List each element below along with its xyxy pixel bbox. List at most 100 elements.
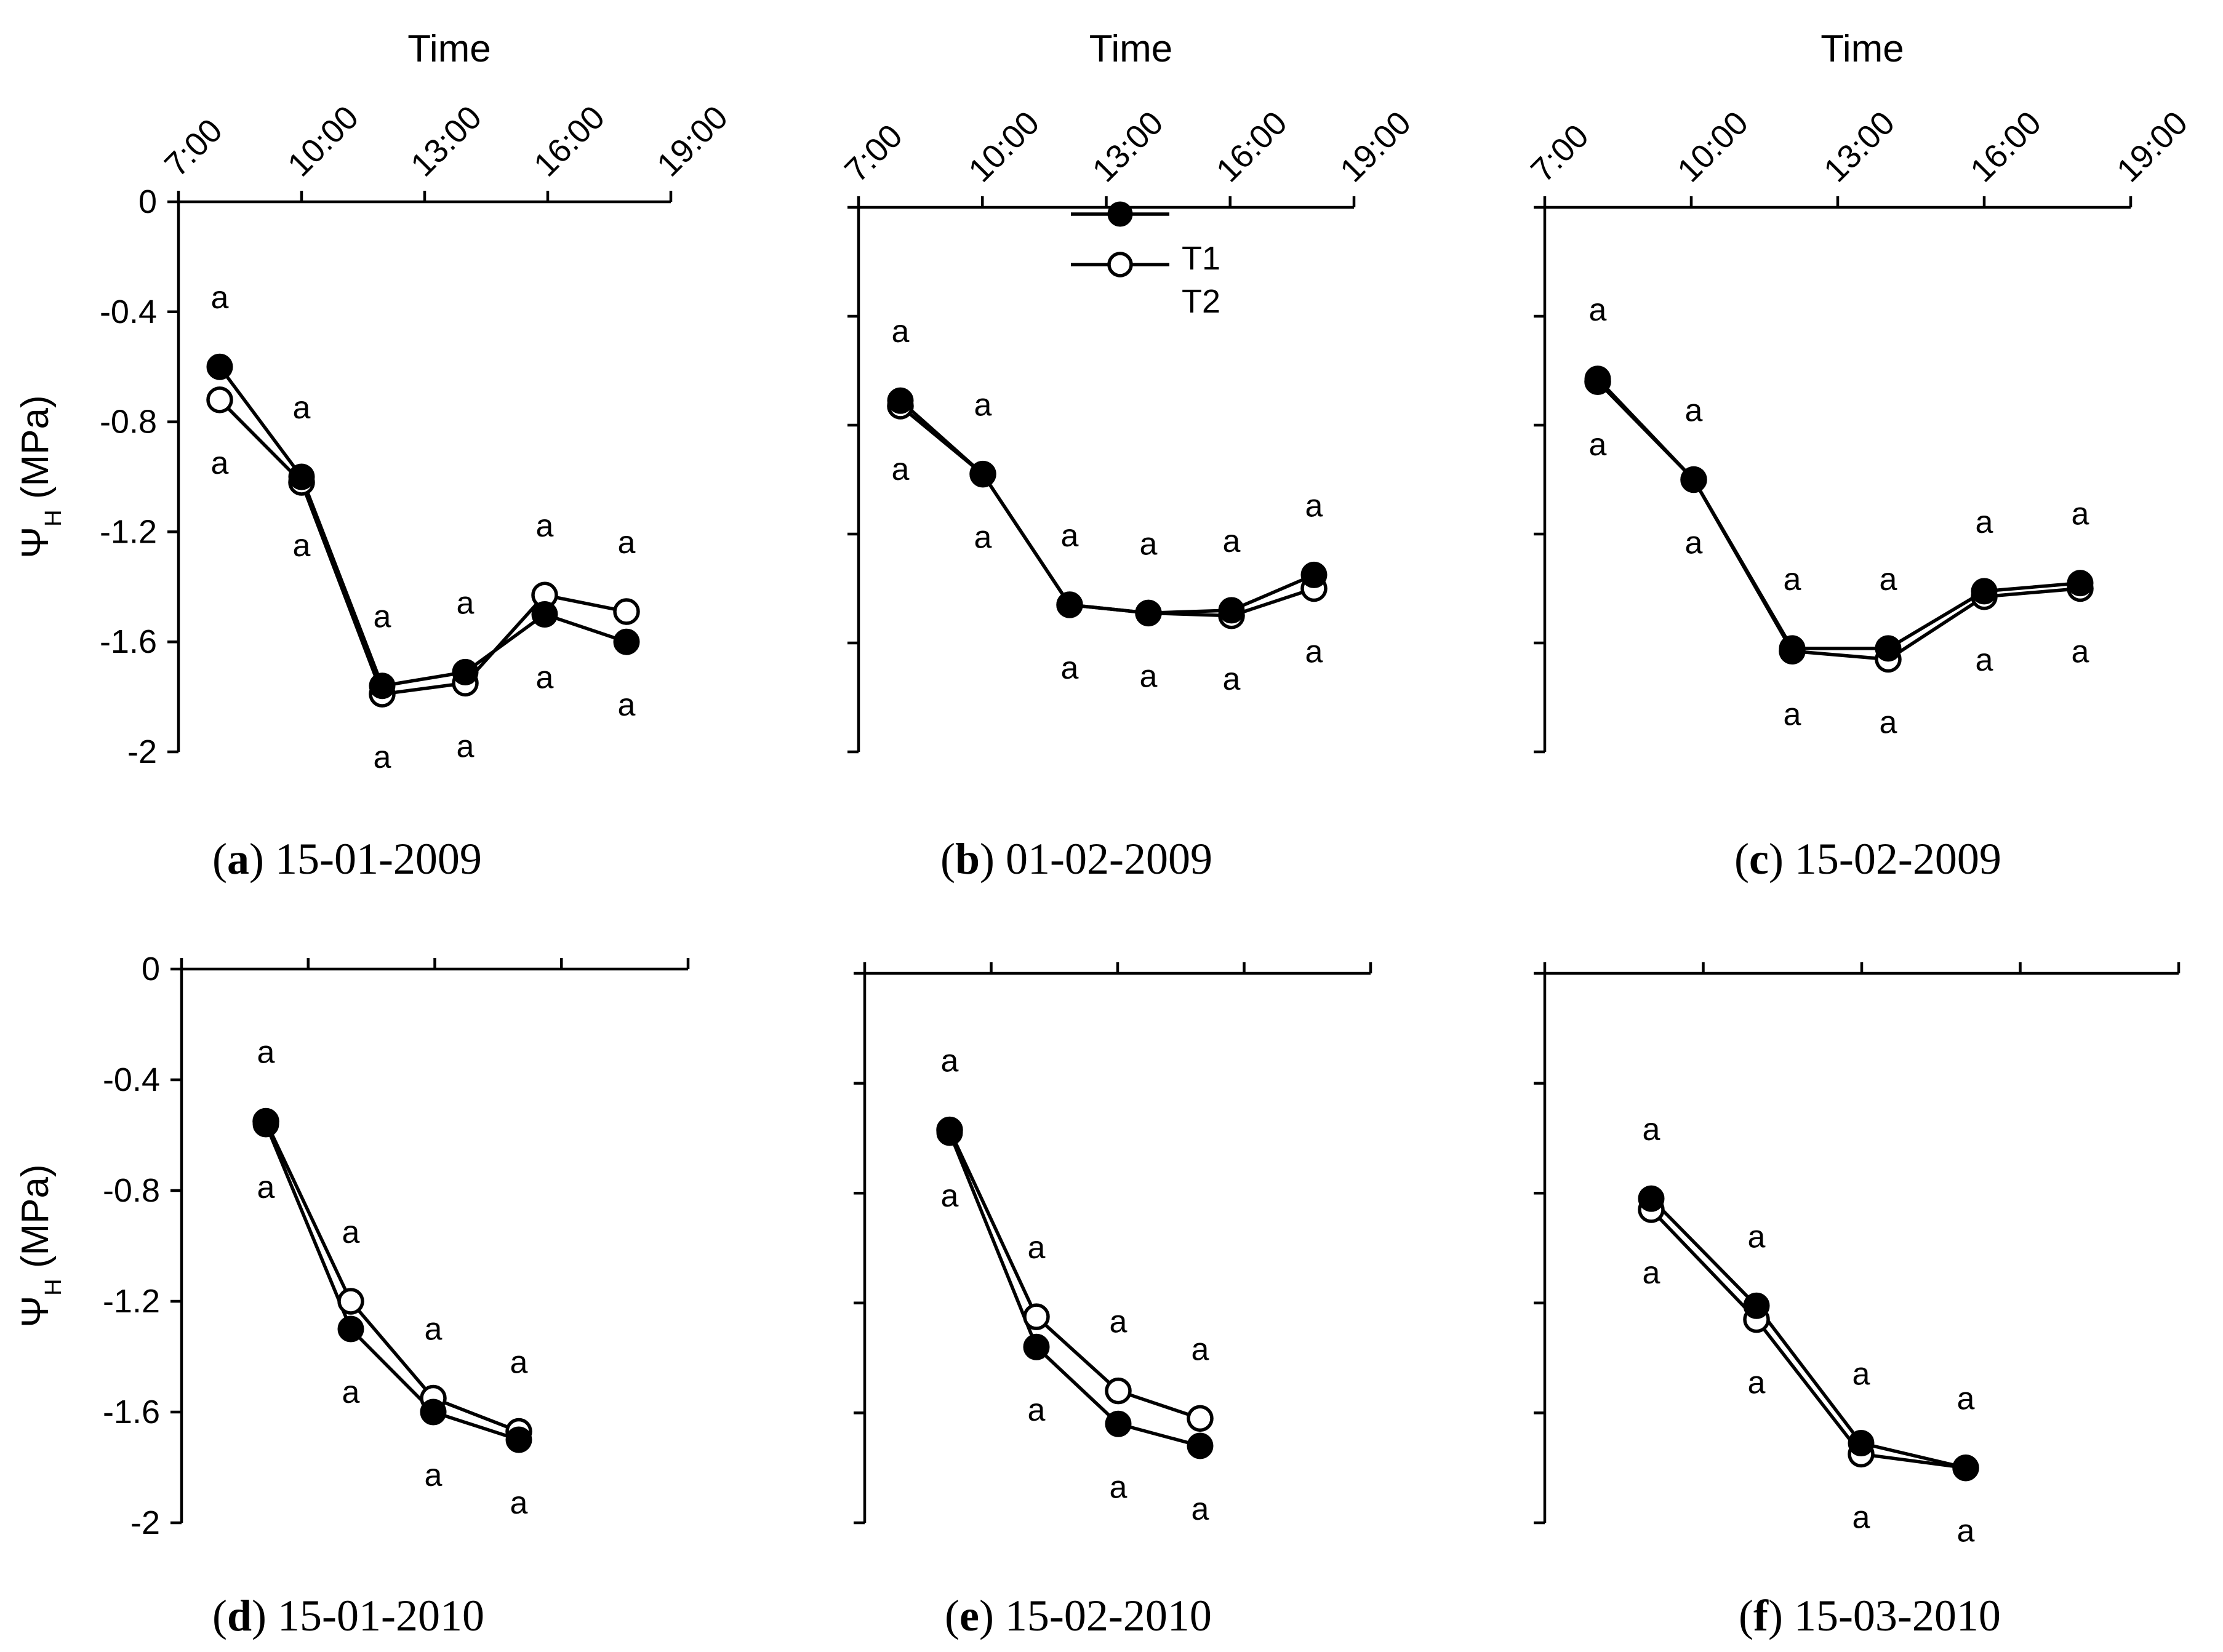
panel-caption: (e) 15-02-2010 [945,1591,1212,1640]
y-tick-label: -0.8 [103,1172,160,1209]
panel-e: a a a a a a a a (e) 15-02-2010 [854,962,1372,1640]
panel-caption: (d) 15-01-2010 [212,1591,484,1640]
y-tick-label: -0.8 [100,404,157,441]
series-line-T1 [218,365,627,688]
y-tick-label: -2 [130,1504,160,1541]
data-point-T1 [1875,635,1902,662]
x-tick-label: 16:00 [1209,105,1294,190]
data-point-T1 [887,387,914,414]
legend-marker-T1 [1107,201,1133,227]
panel-a: 0 -0.4 -0.8 -1.2 -1.6 -2 7:00 10:00 13:00 16:00 19… [14,28,735,884]
data-point-T1 [1023,1333,1050,1360]
sig-label: a [536,508,554,544]
x-tick-label: 19:00 [2110,105,2195,190]
x-tick-label: 10:00 [961,105,1046,190]
sig-label: a [342,1215,360,1250]
x-tick-label: 7:00 [1524,118,1596,190]
data-point-T1 [936,1119,963,1146]
sig-label: a [1957,1514,1975,1549]
data-point-T1 [505,1426,532,1453]
data-point-T1 [452,658,479,685]
x-tick-label: 13:00 [1817,105,1902,190]
sig-label: a [1880,562,1897,597]
y-tick-label: 0 [138,183,157,220]
series-line-T2 [1596,380,2081,661]
sig-label: a [1976,642,1993,678]
panel-caption: (c) 15-02-2009 [1734,834,2001,884]
sig-label: a [425,1312,443,1347]
panel-caption: (b) 01-02-2009 [940,834,1212,884]
sig-label: a [457,728,475,764]
series-line-T1 [948,1131,1201,1448]
sig-label: a [211,280,229,316]
data-point-T1 [1743,1292,1770,1319]
sig-label: a [1140,658,1158,694]
y-axis-title: ΨH (MPa) [14,1164,66,1327]
panel-f: a a a a a a a a (f) 15-03-2010 [1534,962,2181,1640]
sig-label: a [1880,705,1897,741]
panel-caption: (a) 15-01-2009 [212,834,482,884]
sig-label: a [1305,488,1323,524]
y-tick-label: -2 [127,733,157,770]
data-point-T1 [337,1315,364,1343]
data-point-T1 [1638,1185,1665,1212]
legend-label-T2: T2 [1182,283,1220,320]
data-point-T1 [1135,599,1162,626]
data-point-T2 [1023,1303,1050,1330]
y-tick-label: 0 [142,951,160,988]
sig-label: a [2072,497,2089,532]
y-tick-label: -1.2 [100,513,157,550]
data-point-T2 [337,1288,364,1315]
sig-label: a [892,314,910,349]
sig-label: a [1305,634,1323,670]
x-axis-title: Time [407,28,491,70]
x-axis-title: Time [1820,28,1904,70]
series-line-T2 [948,1129,1201,1420]
x-tick-label: 13:00 [1086,105,1171,190]
series-line-T1 [1596,377,2081,650]
sig-label: a [293,390,311,426]
sig-label: a [1685,393,1703,429]
legend-label-T1: T1 [1182,240,1220,277]
sig-label: a [1061,518,1079,554]
sig-label: a [1685,525,1703,561]
x-axis-title: Time [1089,28,1172,70]
sig-label: a [1028,1392,1046,1428]
series-line-T2 [899,404,1315,618]
y-tick-label: -1.6 [103,1394,160,1431]
data-point-T1 [1680,466,1707,493]
x-tick-label: 10:00 [281,99,366,184]
sig-label: a [342,1375,360,1410]
data-point-T1 [252,1111,279,1138]
sig-label: a [1223,661,1241,697]
sig-label: a [457,585,475,621]
data-point-T1 [969,461,996,488]
data-point-T1 [613,628,640,655]
sig-label: a [374,740,391,775]
sig-label: a [618,525,636,561]
data-point-T2 [1187,1405,1214,1432]
data-point-T1 [369,672,396,700]
y-tick-label: -0.4 [103,1061,160,1098]
sig-label: a [1061,650,1079,686]
sig-label: a [510,1345,528,1381]
x-tick-label: 16:00 [527,99,612,184]
data-point-T1 [1300,561,1328,588]
sig-label: a [1192,1331,1209,1367]
sig-label: a [211,445,229,481]
sig-label: a [1110,1304,1128,1340]
y-tick-label: -1.2 [103,1283,160,1320]
sig-label: a [536,660,554,696]
series-line-T1 [1650,1197,1966,1470]
sig-label: a [1643,1112,1660,1147]
x-tick-label: 10:00 [1670,105,1755,190]
data-point-T1 [1584,365,1611,393]
sig-label: a [1784,696,1801,732]
data-point-T1 [420,1399,447,1426]
y-tick-label: -0.4 [100,293,157,330]
data-point-T1 [1848,1430,1875,1457]
sig-label: a [1140,526,1158,562]
sig-label: a [257,1035,275,1071]
panel-d: 0 -0.4 -0.8 -1.2 -1.6 -2 ΨH (MPa) a a a a a a a a (d) 1… [14,951,690,1640]
